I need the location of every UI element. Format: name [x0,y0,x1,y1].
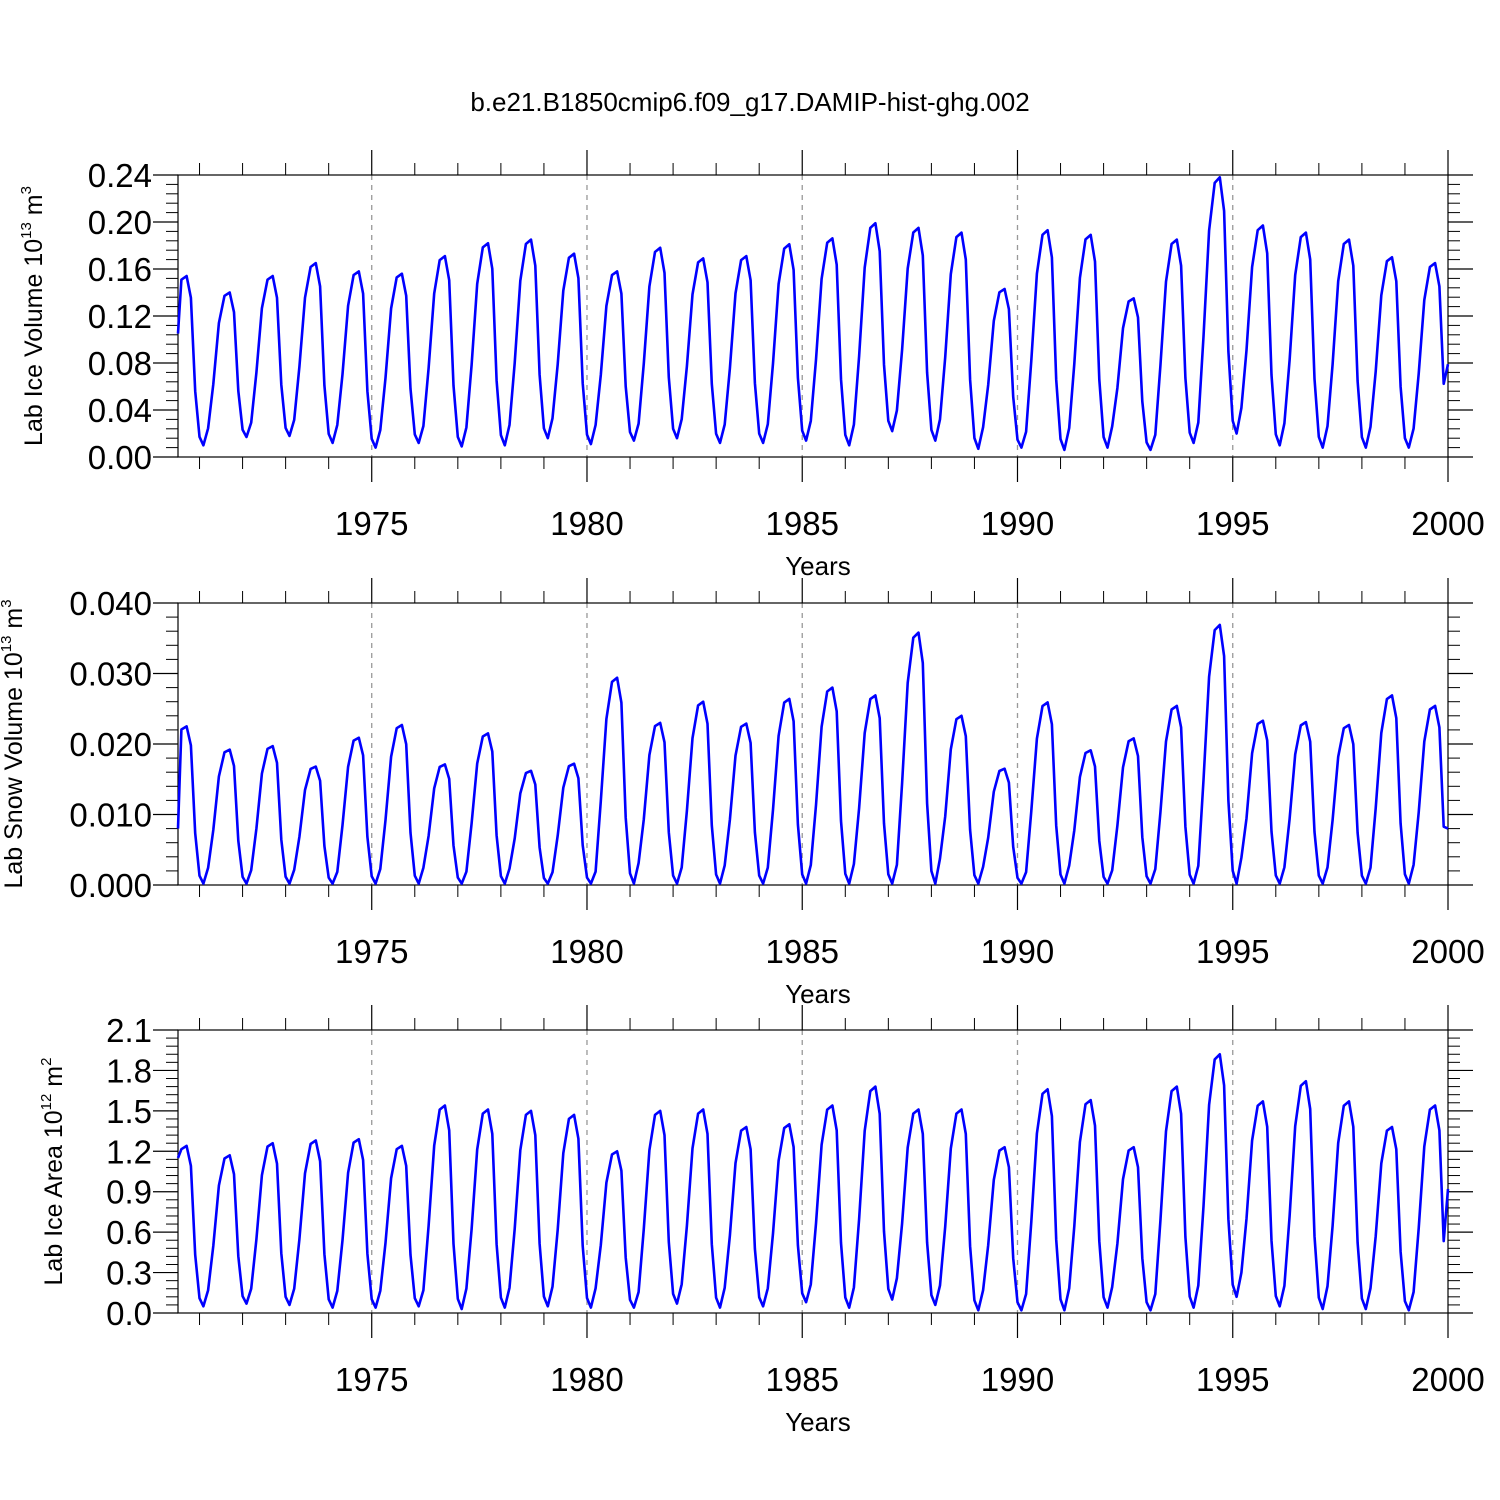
x-axis-ticks: 1975 1980 1985 1990 1995 2000 [335,578,1485,970]
xtick-label-1985: 1985 [766,505,839,542]
xtick-label-1990: 1990 [981,933,1054,970]
xtick-label-1985: 1985 [766,1361,839,1398]
ytick-label: 0.9 [106,1174,152,1211]
xtick-label-1975: 1975 [335,505,408,542]
y-axis-title: Lab Ice Area 1012 m2 [38,1058,68,1286]
y-axis-ticks: 0.000 0.010 0.020 0.030 0.040 [69,585,1473,904]
y-axis-title-unit: m [20,194,48,222]
xtick-label-1990: 1990 [981,1361,1054,1398]
xtick-label-1975: 1975 [335,1361,408,1398]
ytick-label: 0.04 [88,392,152,429]
x-axis-ticks: 1975 1980 1985 1990 1995 2000 [335,1005,1485,1398]
y-axis-title: Lab Ice Volume 1013 m3 [18,186,48,446]
xtick-label-2000: 2000 [1411,933,1484,970]
ytick-label: 1.8 [106,1052,152,1089]
year-gridlines [371,175,1234,457]
y-axis-ticks: 0.00 0.04 0.08 0.12 0.16 0.20 0.24 [88,157,1473,476]
series-line-snow-volume [176,623,1449,885]
ytick-label: 0.020 [69,726,152,763]
ytick-label: 2.1 [106,1012,152,1049]
xtick-label-2000: 2000 [1411,505,1484,542]
y-axis-title-main: Lab Ice Volume 10 [20,239,48,446]
ytick-label: 0.030 [69,656,152,693]
series-line-ice-volume [176,176,1450,452]
year-gridlines [371,1030,1234,1313]
figure-title: b.e21.B1850cmip6.f09_g17.DAMIP-hist-ghg.… [470,87,1029,117]
x-axis-title: Years [785,1407,851,1437]
xtick-label-2000: 2000 [1411,1361,1484,1398]
y-axis-title-exponent: 13 [18,222,35,239]
y-axis-title-unit-exponent: 3 [18,186,35,194]
ytick-label: 0.010 [69,797,152,834]
y-axis-title-exponent: 12 [38,1094,55,1111]
xtick-label-1980: 1980 [550,933,623,970]
xtick-label-1985: 1985 [766,933,839,970]
ytick-label: 1.2 [106,1133,152,1170]
minor-ticks [166,163,1460,469]
y-axis-title-main: Lab Ice Area 10 [40,1110,68,1285]
minor-ticks [166,1018,1460,1325]
plot-frame [177,1029,1449,1314]
y-axis-title: Lab Snow Volume 1013 m3 [0,599,28,888]
y-axis-title-unit: m [40,1066,68,1094]
x-axis-ticks: 1975 1980 1985 1990 1995 2000 [335,150,1485,542]
xtick-label-1980: 1980 [550,1361,623,1398]
ytick-label: 1.5 [106,1093,152,1130]
xtick-label-1995: 1995 [1196,505,1269,542]
panel-ice-area: 0.00.3 0.60.9 1.21.5 1.82.1 1975 1980 1985 199… [38,1005,1485,1437]
xtick-label-1990: 1990 [981,505,1054,542]
y-axis-title-unit-exponent: 3 [0,599,15,607]
y-axis-ticks: 0.00.3 0.60.9 1.21.5 1.82.1 [106,1012,1473,1332]
ytick-label: 0.0 [106,1295,152,1332]
minor-ticks [166,591,1460,897]
ytick-label: 0.08 [88,345,152,382]
ytick-label: 0.040 [69,585,152,622]
year-gridlines [371,603,1234,885]
panel-ice-volume: 0.00 0.04 0.08 0.12 0.16 0.20 0.24 1975 1980 198… [18,150,1485,581]
y-axis-title-unit: m [0,608,28,636]
xtick-label-1980: 1980 [550,505,623,542]
ytick-label: 0.12 [88,298,152,335]
series-line-ice-area [176,1053,1450,1312]
ytick-label: 0.24 [88,157,152,194]
ytick-label: 0.00 [88,439,152,476]
xtick-label-1975: 1975 [335,933,408,970]
y-axis-title-exponent: 13 [0,636,15,653]
ytick-label: 0.20 [88,204,152,241]
xtick-label-1995: 1995 [1196,933,1269,970]
ytick-label: 0.3 [106,1255,152,1292]
ytick-label: 0.16 [88,251,152,288]
ytick-label: 0.000 [69,867,152,904]
x-axis-title: Years [785,979,851,1009]
xtick-label-1995: 1995 [1196,1361,1269,1398]
ytick-label: 0.6 [106,1214,152,1251]
x-axis-title: Years [785,551,851,581]
y-axis-title-unit-exponent: 2 [38,1058,55,1066]
y-axis-title-main: Lab Snow Volume 10 [0,652,28,888]
